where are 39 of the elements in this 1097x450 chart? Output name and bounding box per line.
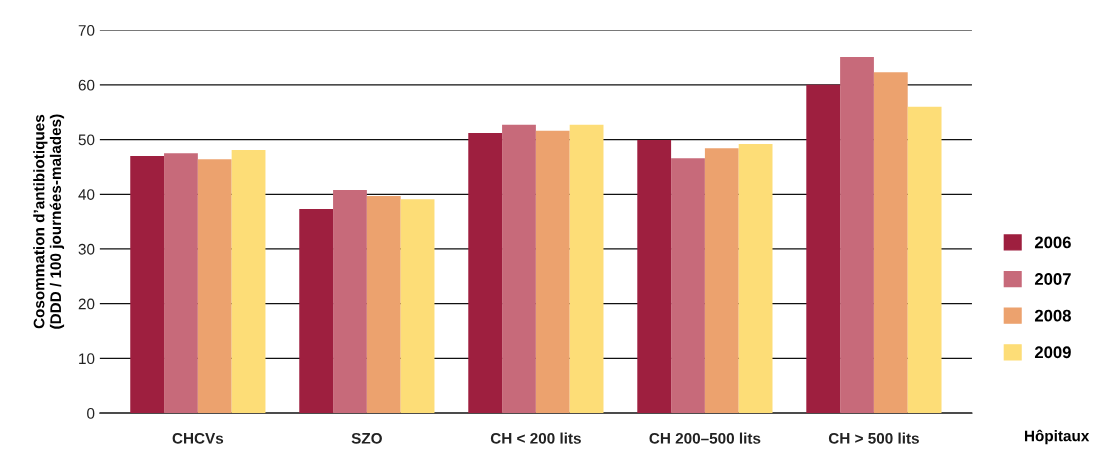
bar (738, 143, 773, 414)
legend-label: 2006 (1034, 236, 1071, 249)
x-tick-label: SZO (351, 432, 382, 444)
legend-label: 2008 (1034, 309, 1071, 322)
bar (197, 159, 232, 414)
legend-label: 2007 (1034, 273, 1071, 285)
y-tick-label: 40 (78, 189, 95, 200)
bar (164, 153, 198, 414)
x-tick-label: CH > 500 lits (828, 432, 919, 444)
bar (400, 199, 435, 414)
bar (671, 158, 705, 414)
bar (535, 130, 570, 414)
bar (130, 155, 165, 414)
y-tick-label: 20 (78, 298, 95, 310)
bar (569, 124, 604, 414)
x-tick-label: CHCVs (172, 432, 224, 444)
x-tick-label: CH 200–500 lits (649, 432, 761, 444)
legend-label: 2009 (1034, 346, 1071, 359)
bar (840, 56, 874, 414)
bar (366, 195, 401, 414)
y-tick-label: 30 (78, 243, 95, 255)
bar (299, 209, 334, 414)
y-axis-title: Cosommation d’antibiotiques (DDD / 100 journées-malades) (33, 114, 65, 329)
y-tick-label: 70 (78, 25, 95, 36)
bar (873, 72, 908, 414)
bar (333, 189, 367, 414)
y-tick-label: 60 (78, 79, 95, 91)
y-tick-label: 10 (79, 353, 95, 365)
x-axis-title: Hôpitaux (1024, 429, 1090, 445)
bar (468, 133, 503, 414)
y-tick-label: 50 (78, 134, 95, 146)
y-tick-label: 0 (87, 407, 95, 419)
bar (637, 140, 672, 414)
bar (704, 148, 739, 414)
x-tick-label: CH < 200 lits (490, 432, 581, 444)
bar (907, 106, 942, 414)
bar (231, 149, 266, 414)
bar (502, 124, 536, 414)
bar (806, 84, 841, 414)
